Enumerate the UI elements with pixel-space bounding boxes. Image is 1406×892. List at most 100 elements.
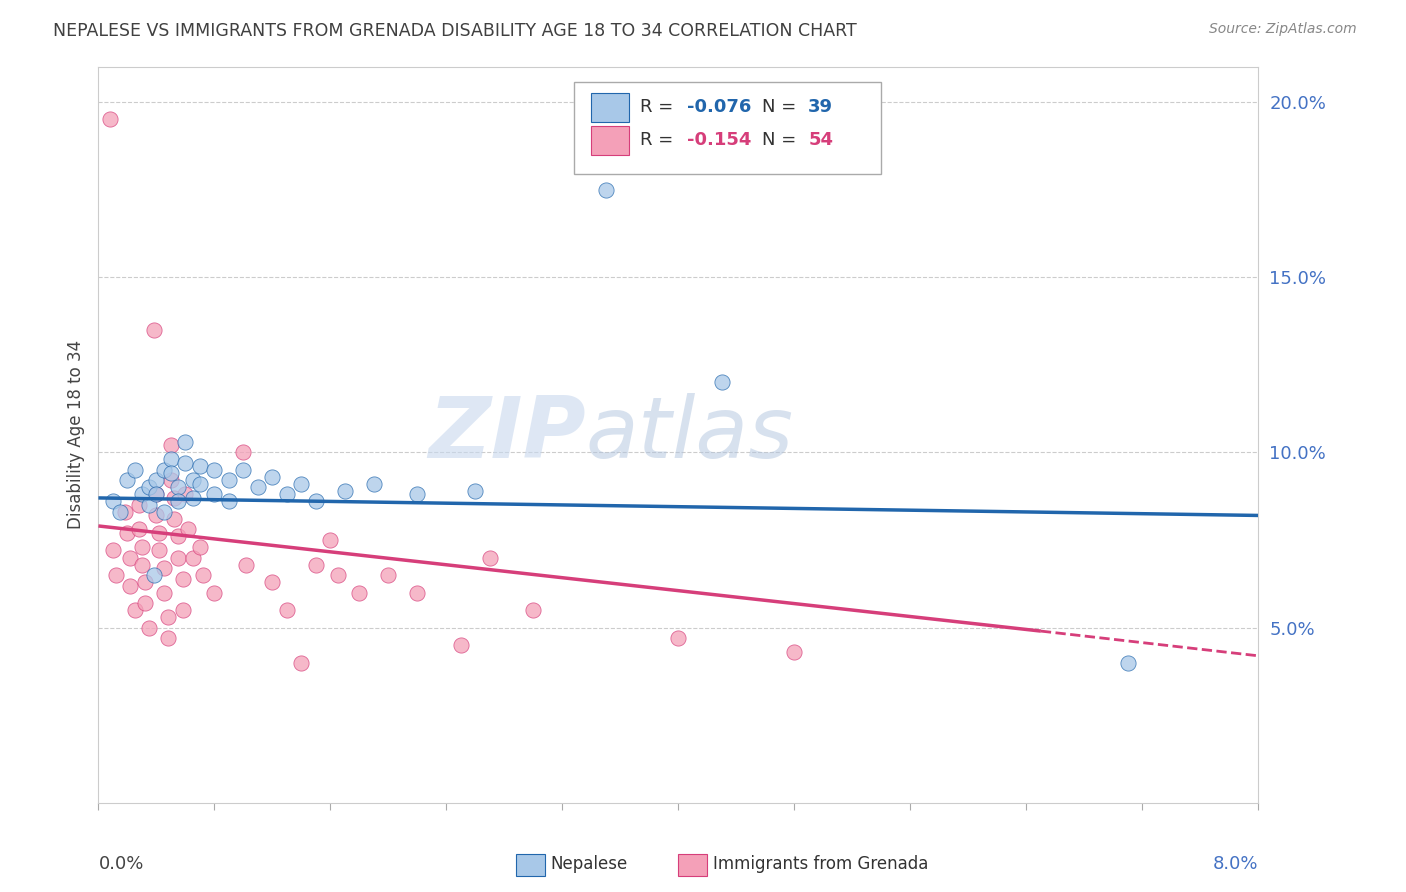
Text: 0.0%: 0.0% bbox=[98, 855, 143, 873]
Text: 39: 39 bbox=[808, 98, 834, 116]
Text: ZIP: ZIP bbox=[427, 393, 585, 476]
Point bbox=[163, 512, 186, 526]
Point bbox=[406, 585, 429, 599]
Point bbox=[181, 474, 204, 488]
Point bbox=[290, 656, 312, 670]
Point bbox=[595, 183, 617, 197]
Point bbox=[262, 470, 284, 484]
Point bbox=[167, 550, 190, 565]
Point bbox=[167, 529, 190, 543]
Point bbox=[157, 631, 180, 645]
FancyBboxPatch shape bbox=[516, 855, 546, 876]
Point bbox=[710, 376, 733, 390]
Point bbox=[138, 621, 160, 635]
Point bbox=[174, 456, 197, 470]
Point bbox=[406, 487, 429, 501]
Point bbox=[177, 523, 200, 537]
Point bbox=[218, 474, 240, 488]
Point bbox=[172, 572, 194, 586]
Point bbox=[160, 467, 183, 481]
Text: Nepalese: Nepalese bbox=[551, 855, 628, 873]
Text: Immigrants from Grenada: Immigrants from Grenada bbox=[713, 855, 928, 873]
Text: atlas: atlas bbox=[585, 393, 793, 476]
Point bbox=[138, 480, 160, 494]
Point bbox=[131, 540, 153, 554]
Point bbox=[160, 474, 183, 488]
Point bbox=[104, 568, 127, 582]
Point bbox=[152, 463, 174, 477]
Text: R =: R = bbox=[640, 98, 679, 116]
Point bbox=[349, 585, 371, 599]
Point bbox=[134, 575, 156, 590]
Point bbox=[145, 487, 167, 501]
Point bbox=[167, 494, 190, 508]
Point bbox=[160, 452, 183, 467]
FancyBboxPatch shape bbox=[592, 126, 628, 155]
Point bbox=[262, 575, 284, 590]
Point bbox=[148, 525, 170, 540]
Point bbox=[172, 603, 194, 617]
Point bbox=[188, 476, 211, 491]
Point bbox=[783, 645, 806, 659]
Point bbox=[145, 474, 167, 488]
Point bbox=[204, 463, 226, 477]
Text: Source: ZipAtlas.com: Source: ZipAtlas.com bbox=[1209, 22, 1357, 37]
Point bbox=[157, 610, 180, 624]
Point bbox=[108, 505, 131, 519]
Point bbox=[218, 494, 240, 508]
Text: NEPALESE VS IMMIGRANTS FROM GRENADA DISABILITY AGE 18 TO 34 CORRELATION CHART: NEPALESE VS IMMIGRANTS FROM GRENADA DISA… bbox=[53, 22, 858, 40]
Text: -0.076: -0.076 bbox=[686, 98, 751, 116]
Point bbox=[124, 603, 146, 617]
Point bbox=[276, 603, 298, 617]
Point bbox=[204, 487, 226, 501]
Point bbox=[276, 487, 298, 501]
Point bbox=[142, 568, 165, 582]
Point bbox=[204, 585, 226, 599]
Point bbox=[117, 474, 139, 488]
Point bbox=[235, 558, 257, 572]
Text: 8.0%: 8.0% bbox=[1213, 855, 1258, 873]
Point bbox=[152, 505, 174, 519]
Point bbox=[98, 112, 121, 127]
Point bbox=[305, 494, 328, 508]
Point bbox=[305, 558, 328, 572]
Point bbox=[160, 438, 183, 452]
Point bbox=[181, 491, 204, 505]
Text: N =: N = bbox=[762, 131, 801, 150]
Point bbox=[522, 603, 544, 617]
Point bbox=[138, 498, 160, 512]
Point bbox=[114, 505, 136, 519]
Point bbox=[174, 487, 197, 501]
Point bbox=[232, 445, 254, 459]
Point bbox=[377, 568, 399, 582]
Point bbox=[290, 476, 312, 491]
FancyBboxPatch shape bbox=[592, 93, 628, 122]
Point bbox=[152, 585, 174, 599]
Point bbox=[128, 523, 150, 537]
Point bbox=[666, 631, 689, 645]
Point bbox=[363, 476, 385, 491]
Point bbox=[145, 487, 167, 501]
Text: N =: N = bbox=[762, 98, 801, 116]
Point bbox=[163, 491, 186, 505]
Point bbox=[142, 323, 165, 337]
Point bbox=[152, 561, 174, 575]
Point bbox=[117, 525, 139, 540]
Point bbox=[101, 543, 124, 558]
Point bbox=[148, 543, 170, 558]
Point bbox=[333, 483, 356, 498]
FancyBboxPatch shape bbox=[574, 81, 882, 174]
Point bbox=[101, 494, 124, 508]
Point bbox=[131, 558, 153, 572]
FancyBboxPatch shape bbox=[678, 855, 707, 876]
Point bbox=[120, 578, 142, 592]
Point bbox=[450, 638, 472, 652]
Text: R =: R = bbox=[640, 131, 679, 150]
Text: -0.154: -0.154 bbox=[686, 131, 751, 150]
Text: 54: 54 bbox=[808, 131, 834, 150]
Point bbox=[134, 596, 156, 610]
Point bbox=[145, 508, 167, 523]
Point bbox=[319, 533, 342, 547]
Point bbox=[232, 463, 254, 477]
Point bbox=[1116, 656, 1139, 670]
